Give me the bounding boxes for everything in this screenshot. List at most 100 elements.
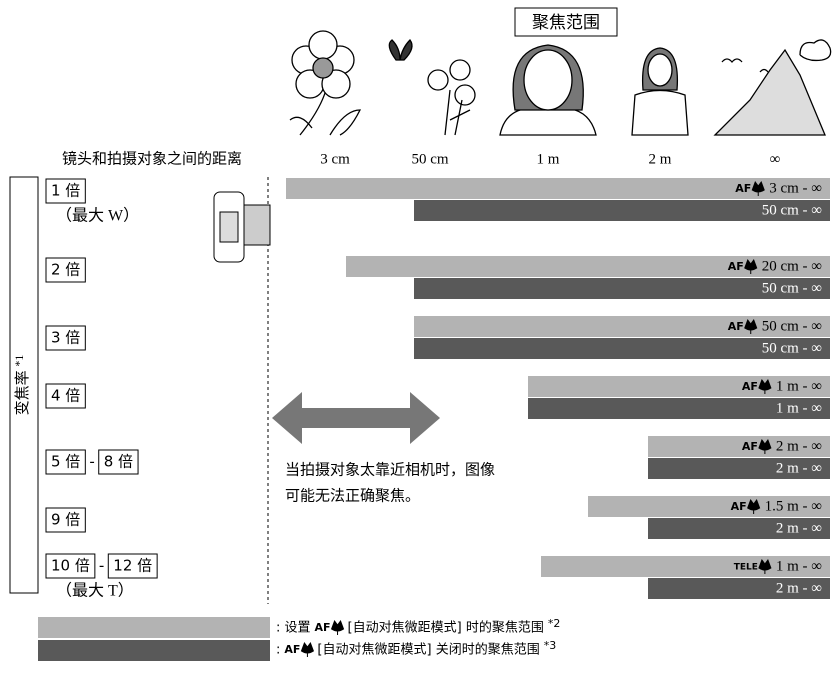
macro-mode: AF bbox=[284, 643, 300, 656]
macro-icon bbox=[751, 180, 765, 196]
zoom-box bbox=[45, 257, 86, 283]
zoom-label: 4 倍 bbox=[51, 387, 80, 405]
normal-range-bar bbox=[414, 200, 830, 221]
macro-icon bbox=[330, 619, 345, 635]
note-line: 可能无法正确聚焦。 bbox=[285, 487, 420, 505]
distance-label: 镜头和拍摄对象之间的距离 bbox=[62, 149, 242, 167]
zoom-box bbox=[45, 449, 86, 475]
normal-range: 2 m - ∞ bbox=[776, 580, 822, 596]
zoom-box bbox=[45, 383, 86, 409]
macro-icon bbox=[744, 258, 758, 274]
legend-prefix: : bbox=[276, 643, 280, 658]
macro-mode: AF bbox=[728, 260, 744, 273]
macro-mode: AF bbox=[742, 440, 758, 453]
normal-range: 50 cm - ∞ bbox=[762, 280, 822, 296]
macro-range: 3 cm - ∞ bbox=[769, 180, 822, 196]
distance-mark: 1 m bbox=[537, 151, 560, 167]
zoom-label: 5 倍 bbox=[51, 453, 80, 471]
macro-range: 1 m - ∞ bbox=[776, 558, 822, 574]
distance-mark: ∞ bbox=[770, 151, 781, 167]
zoom-separator: - bbox=[99, 557, 104, 575]
zoom-box bbox=[45, 325, 86, 351]
normal-range: 50 cm - ∞ bbox=[762, 202, 822, 218]
normal-range-bar bbox=[648, 518, 830, 539]
legend-prefix: : 设置 bbox=[276, 621, 311, 636]
macro-range-bar bbox=[286, 178, 830, 199]
normal-range-bar bbox=[414, 278, 830, 299]
double-arrow bbox=[272, 392, 440, 444]
distance-mark: 50 cm bbox=[411, 151, 448, 167]
normal-range: 1 m - ∞ bbox=[776, 400, 822, 416]
zoom-box bbox=[45, 507, 86, 533]
macro-icon bbox=[758, 438, 772, 454]
woman-standing bbox=[631, 47, 689, 136]
macro-range-bar bbox=[414, 316, 830, 337]
macro-mode: AF bbox=[742, 380, 758, 393]
zoom-note: （最大 W） bbox=[56, 207, 139, 225]
macro-range-bar bbox=[346, 256, 830, 277]
macro-range: 2 m - ∞ bbox=[776, 438, 822, 454]
zoom-separator: - bbox=[89, 453, 94, 471]
macro-mode: AF bbox=[315, 621, 331, 634]
macro-range: 1 m - ∞ bbox=[776, 378, 822, 394]
legend-swatch-macro bbox=[38, 617, 270, 638]
mountain bbox=[713, 39, 832, 136]
camera-icon bbox=[213, 191, 271, 263]
flower bbox=[289, 30, 362, 136]
normal-range-bar bbox=[528, 398, 830, 419]
macro-icon bbox=[758, 558, 772, 574]
zoom-box bbox=[45, 178, 86, 204]
macro-range: 20 cm - ∞ bbox=[762, 258, 822, 274]
zoom-label: 12 倍 bbox=[113, 557, 152, 575]
normal-range-bar bbox=[414, 338, 830, 359]
macro-range-bar bbox=[588, 496, 830, 517]
macro-mode: AF bbox=[735, 182, 751, 195]
distance-mark: 2 m bbox=[649, 151, 672, 167]
zoom-label: 10 倍 bbox=[51, 557, 90, 575]
illustrations bbox=[289, 30, 832, 136]
macro-icon bbox=[744, 318, 758, 334]
macro-range: 1.5 m - ∞ bbox=[765, 498, 822, 514]
normal-range: 50 cm - ∞ bbox=[762, 340, 822, 356]
header-title: 聚焦范围 bbox=[532, 13, 600, 33]
zoom-box bbox=[107, 553, 158, 579]
zoom-box bbox=[45, 553, 96, 579]
zoom-label: 2 倍 bbox=[51, 261, 80, 279]
macro-icon bbox=[300, 641, 315, 657]
zoom-box bbox=[98, 449, 139, 475]
legend-footnote: *2 bbox=[548, 617, 561, 630]
note-line: 当拍摄对象太靠近相机时，图像 bbox=[285, 461, 495, 479]
normal-range: 2 m - ∞ bbox=[776, 460, 822, 476]
normal-range-bar bbox=[648, 578, 830, 599]
legend-text: [自动对焦微距模式] 关闭时的聚焦范围 bbox=[317, 642, 539, 658]
macro-mode: AF bbox=[731, 500, 747, 513]
butterfly-flowers bbox=[388, 39, 476, 136]
zoom-label: 3 倍 bbox=[51, 329, 80, 347]
macro-range: 50 cm - ∞ bbox=[762, 318, 822, 334]
zoom-axis-footnote: *1 bbox=[12, 355, 26, 367]
macro-icon bbox=[758, 378, 772, 394]
legend-text: [自动对焦微距模式] 时的聚焦范围 bbox=[348, 620, 544, 636]
zoom-axis-title: 变焦率 bbox=[14, 370, 31, 415]
legend-swatch-normal bbox=[38, 640, 270, 661]
normal-range-bar bbox=[648, 458, 830, 479]
zoom-axis-box bbox=[9, 176, 39, 594]
zoom-label: 9 倍 bbox=[51, 511, 80, 529]
macro-mode: TELE bbox=[734, 563, 758, 573]
macro-range-bar bbox=[648, 436, 830, 457]
macro-icon bbox=[747, 498, 761, 514]
normal-range: 2 m - ∞ bbox=[776, 520, 822, 536]
macro-range-bar bbox=[541, 556, 830, 577]
zoom-label: 8 倍 bbox=[104, 453, 133, 471]
header-box bbox=[514, 7, 618, 37]
zoom-note: （最大 T） bbox=[56, 582, 134, 600]
macro-mode: AF bbox=[728, 320, 744, 333]
distance-mark: 3 cm bbox=[320, 151, 350, 167]
zoom-label: 1 倍 bbox=[51, 182, 80, 200]
legend-footnote: *3 bbox=[544, 639, 557, 652]
macro-range-bar bbox=[528, 376, 830, 397]
woman-portrait bbox=[499, 44, 597, 136]
zoom-axis-label: 变焦率 *1 bbox=[12, 355, 32, 416]
